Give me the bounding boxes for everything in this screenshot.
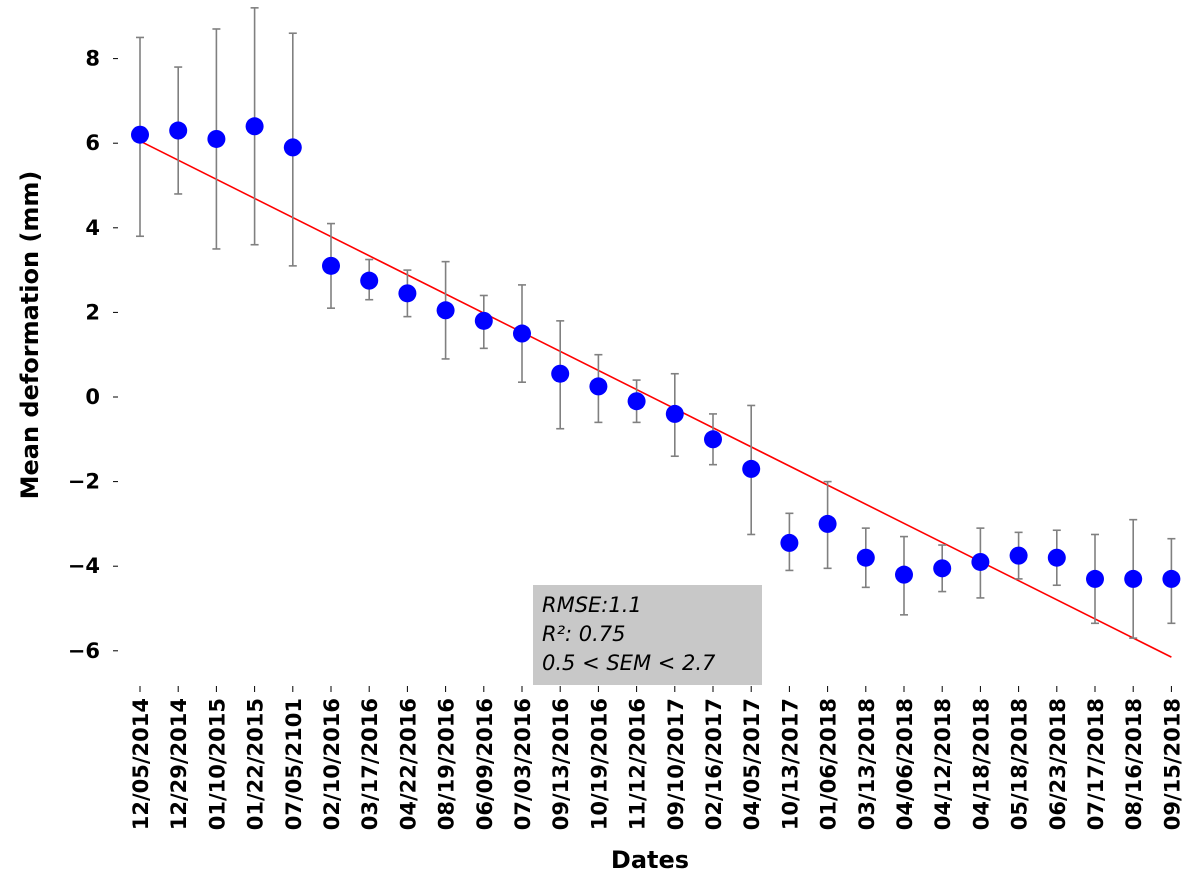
data-point [1124, 569, 1143, 588]
data-point [283, 138, 302, 157]
x-tick-label: 11/12/2016 [626, 698, 650, 830]
stats-r-squared: R²: 0.75 [542, 622, 626, 646]
data-point [360, 271, 379, 290]
trend-line [139, 140, 1172, 658]
x-tick-label: 09/10/2017 [664, 698, 688, 830]
y-tick-label: −4 [68, 554, 100, 578]
data-point [1162, 569, 1181, 588]
data-point [207, 129, 226, 148]
x-tick-label: 02/16/2017 [702, 698, 726, 830]
x-tick-label: 03/17/2016 [358, 698, 382, 830]
y-tick-label: −2 [68, 470, 100, 494]
y-tick-label: −6 [68, 639, 100, 663]
y-tick-label: 0 [85, 385, 100, 409]
data-point [398, 284, 417, 303]
data-point [245, 117, 264, 136]
stats-rmse: RMSE:1.1 [542, 593, 642, 617]
y-tick-label: 4 [85, 216, 100, 240]
stats-sem-range: 0.5 < SEM < 2.7 [542, 651, 716, 675]
x-tick-label: 04/06/2018 [893, 698, 917, 830]
x-axis-title: Dates [611, 846, 689, 874]
x-tick-label: 04/22/2016 [396, 698, 420, 830]
x-tick-label: 08/19/2016 [435, 698, 459, 830]
x-tick-label: 07/05/2101 [282, 698, 306, 830]
data-point [1047, 548, 1066, 567]
data-point [933, 559, 952, 578]
y-tick-label: 6 [85, 131, 100, 155]
data-point [436, 301, 455, 320]
data-point [1086, 569, 1104, 588]
y-axis-title: Mean deformation (mm) [16, 171, 44, 500]
x-tick-label: 04/05/2017 [740, 698, 764, 830]
data-point [704, 430, 722, 449]
data-point [1009, 546, 1028, 565]
data-point [818, 514, 837, 533]
data-point [780, 533, 799, 552]
x-tick-label: 07/17/2018 [1084, 698, 1108, 830]
data-point [971, 552, 990, 571]
data-point [131, 125, 149, 144]
x-tick-label: 04/18/2018 [969, 698, 993, 830]
data-point [169, 121, 188, 140]
x-tick-label: 07/03/2016 [511, 698, 535, 830]
x-tick-label: 10/19/2016 [587, 698, 611, 830]
x-tick-label: 03/13/2018 [855, 698, 879, 830]
x-tick-label: 01/06/2018 [817, 698, 841, 830]
x-tick-label: 10/13/2017 [778, 698, 802, 830]
data-point [513, 324, 531, 343]
data-point [742, 459, 761, 478]
data-point [474, 311, 493, 330]
data-point [589, 377, 608, 396]
x-tick-label: 01/22/2015 [244, 698, 268, 830]
x-tick-label: 02/10/2016 [320, 698, 344, 830]
data-point [895, 565, 913, 584]
data-point [856, 548, 875, 567]
x-tick-label: 08/16/2018 [1122, 698, 1146, 830]
data-point [322, 256, 340, 275]
x-tick-label: 05/18/2018 [1008, 698, 1032, 830]
data-point [551, 364, 570, 383]
x-tick-label: 12/05/2014 [129, 698, 153, 830]
x-tick-label: 09/15/2018 [1160, 698, 1183, 830]
y-tick-label: 2 [85, 300, 100, 324]
x-tick-label: 12/29/2014 [167, 698, 191, 830]
x-tick-label: 09/13/2016 [549, 698, 573, 830]
x-tick-label: 06/09/2016 [473, 698, 497, 830]
x-tick-label: 04/12/2018 [931, 698, 955, 830]
data-point [627, 392, 646, 411]
data-point [665, 404, 684, 423]
stats-box: RMSE:1.1 R²: 0.75 0.5 < SEM < 2.7 [533, 585, 762, 685]
x-tick-label: 01/10/2015 [205, 698, 229, 830]
stats-box-background [533, 585, 762, 685]
x-tick-label: 06/23/2018 [1046, 698, 1070, 830]
y-tick-label: 8 [85, 47, 100, 71]
